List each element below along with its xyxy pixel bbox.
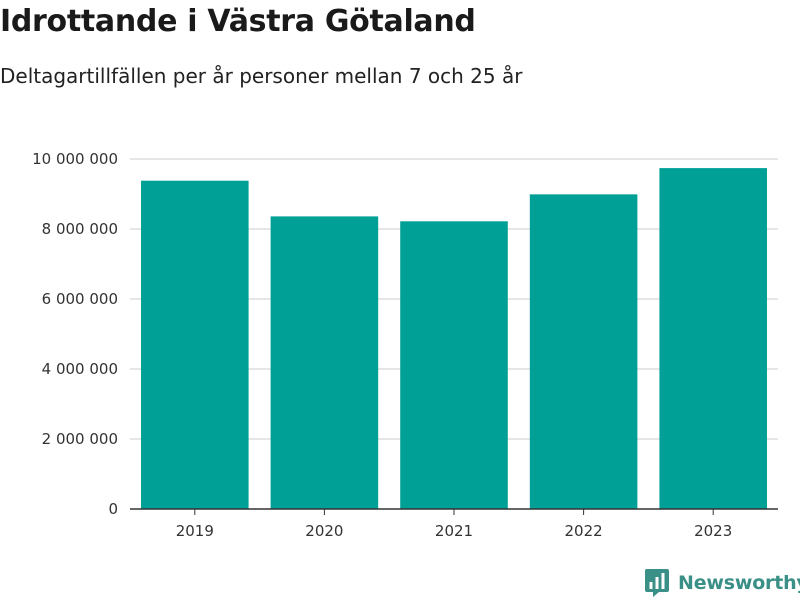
brand-name: Newsworthy xyxy=(678,572,800,594)
y-tick-label: 10 000 000 xyxy=(32,150,118,168)
bar-2019 xyxy=(141,180,249,509)
y-tick-label: 4 000 000 xyxy=(42,360,118,378)
y-tick-label: 6 000 000 xyxy=(42,290,118,308)
bar-2023 xyxy=(659,168,767,509)
bars xyxy=(141,168,767,510)
bar-2020 xyxy=(270,216,379,509)
y-tick-label: 2 000 000 xyxy=(42,430,118,448)
brand-logo: Newsworthy xyxy=(644,568,800,598)
x-tick-label: 2023 xyxy=(694,522,732,540)
x-tick-label: 2019 xyxy=(176,522,214,540)
bar-2022 xyxy=(529,194,638,509)
x-axis-tick-labels: 2019 2020 2021 2022 2023 xyxy=(176,509,732,540)
y-tick-label: 8 000 000 xyxy=(42,220,118,238)
x-tick-label: 2022 xyxy=(565,522,603,540)
bar-2021 xyxy=(400,221,508,510)
x-tick-label: 2021 xyxy=(435,522,473,540)
chart-subtitle: Deltagartillfällen per år personer mella… xyxy=(0,64,523,88)
newsworthy-logo-icon xyxy=(645,569,669,597)
y-tick-label: 0 xyxy=(108,500,118,518)
chart-title: Idrottande i Västra Götaland xyxy=(0,4,476,39)
y-axis-tick-labels: 0 2 000 000 4 000 000 6 000 000 8 000 000 10 … xyxy=(32,150,118,518)
x-tick-label: 2020 xyxy=(305,522,343,540)
